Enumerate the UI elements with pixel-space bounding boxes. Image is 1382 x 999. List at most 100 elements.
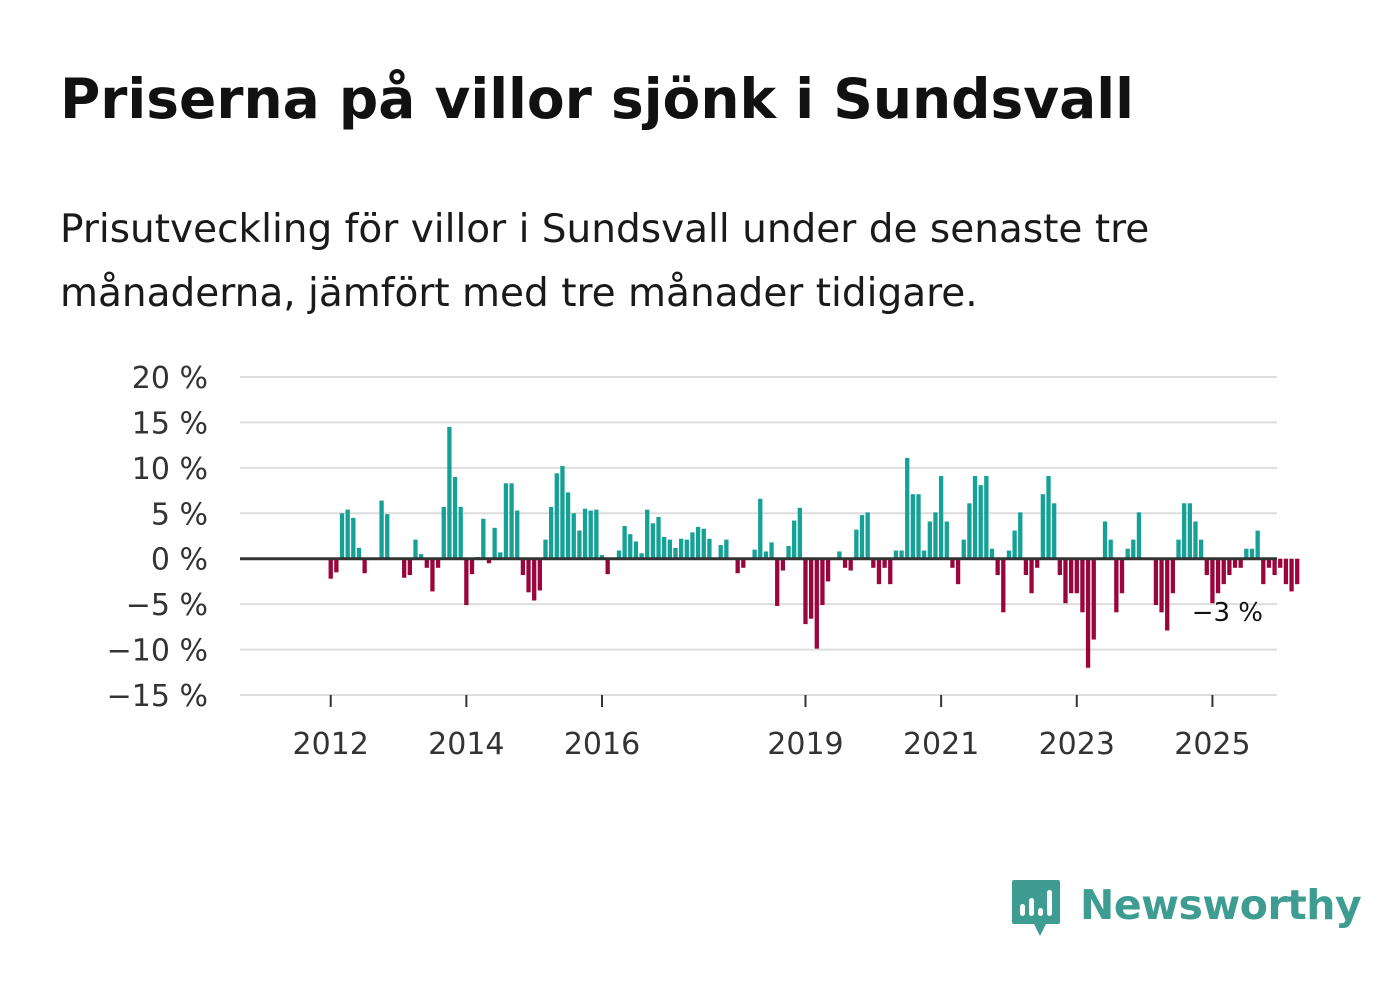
- bar: [955, 558, 961, 585]
- page-title: Priserna på villor sjönk i Sundsvall: [60, 67, 1134, 131]
- bar: [554, 473, 559, 559]
- bar: [989, 548, 995, 559]
- bar: [865, 512, 870, 559]
- bar: [1040, 494, 1046, 559]
- bar: [803, 558, 808, 625]
- bar: [1244, 548, 1249, 559]
- bar: [639, 553, 644, 559]
- bar: [718, 545, 723, 559]
- y-tick-label: −5 %: [126, 588, 208, 623]
- bar: [402, 558, 407, 578]
- bar: [464, 558, 469, 606]
- bar: [498, 552, 503, 559]
- bar: [1261, 558, 1266, 585]
- bar: [1029, 558, 1034, 594]
- bars: [328, 426, 1300, 668]
- bar: [339, 513, 345, 559]
- bar: [1170, 558, 1176, 594]
- bar: [769, 542, 774, 559]
- bar: [758, 498, 763, 559]
- bar: [1068, 558, 1074, 594]
- bar: [356, 547, 362, 559]
- bar: [588, 510, 593, 559]
- bar: [1221, 558, 1226, 585]
- bar: [695, 526, 701, 559]
- bar: [1278, 558, 1283, 568]
- bar: [933, 512, 938, 559]
- bar: [543, 539, 548, 559]
- bar: [503, 483, 509, 559]
- bar: [385, 514, 390, 559]
- x-tick-label: 2019: [767, 727, 843, 762]
- bar: [532, 558, 537, 601]
- bar: [905, 457, 910, 559]
- bar: [509, 483, 514, 559]
- bar: [814, 558, 819, 649]
- bar: [735, 558, 740, 574]
- y-axis-labels: 20 % 15 % 10 % 5 % 0 % −5 % −10 % −15 %: [107, 361, 208, 714]
- bar: [351, 517, 356, 559]
- bar: [1255, 530, 1260, 559]
- bar: [435, 558, 441, 568]
- bar: [1091, 558, 1096, 640]
- bar: [882, 558, 887, 568]
- y-tick-label: −15 %: [107, 679, 208, 714]
- bar: [548, 506, 554, 559]
- bar: [1018, 512, 1023, 559]
- bar: [792, 520, 797, 559]
- bar: [1119, 558, 1125, 594]
- x-tick-label: 2016: [564, 727, 640, 762]
- bar: [967, 503, 972, 559]
- bar: [1238, 558, 1243, 568]
- bar: [633, 541, 639, 559]
- y-tick-label: 20 %: [132, 361, 208, 396]
- bar: [1295, 558, 1300, 585]
- bar: [362, 558, 367, 574]
- bar: [1176, 539, 1181, 559]
- bar: [650, 523, 656, 559]
- bar: [594, 509, 599, 559]
- bar: [690, 532, 695, 559]
- bar: [972, 476, 978, 559]
- bar: [537, 558, 542, 591]
- bar: [645, 509, 650, 559]
- bar: [334, 558, 339, 573]
- bar: [786, 545, 791, 559]
- bar: [1006, 550, 1012, 559]
- bar: [1063, 558, 1068, 604]
- bar: [1023, 558, 1029, 576]
- bar: [565, 492, 571, 559]
- bar: [1136, 512, 1142, 559]
- bar: [888, 558, 893, 585]
- bar: [1204, 558, 1209, 576]
- bar: [825, 558, 831, 582]
- bar: [910, 494, 916, 559]
- bar: [1182, 503, 1187, 559]
- bar: [876, 558, 882, 585]
- bar: [379, 500, 384, 559]
- bar: [922, 550, 927, 559]
- bar: [1283, 558, 1289, 585]
- bar: [1187, 503, 1192, 559]
- bar: [927, 521, 932, 559]
- bar-chart-speech-bubble-icon: [1012, 880, 1060, 936]
- bar: [854, 529, 859, 559]
- bar: [1102, 521, 1108, 559]
- bar: [622, 526, 627, 559]
- bar: [1198, 539, 1204, 559]
- bar: [571, 513, 576, 559]
- bar: [662, 536, 667, 559]
- bar: [724, 539, 729, 559]
- bar: [978, 485, 983, 559]
- bar: [1057, 558, 1062, 576]
- bar: [673, 547, 678, 559]
- bar: [1131, 539, 1136, 559]
- bar: [1289, 558, 1294, 592]
- brand-name: Newsworthy: [1080, 881, 1362, 929]
- bar: [1159, 558, 1164, 613]
- bar: [684, 539, 689, 559]
- bar: [616, 550, 622, 559]
- bar: [1210, 558, 1215, 604]
- bar: [458, 506, 463, 559]
- bar: [1012, 530, 1017, 559]
